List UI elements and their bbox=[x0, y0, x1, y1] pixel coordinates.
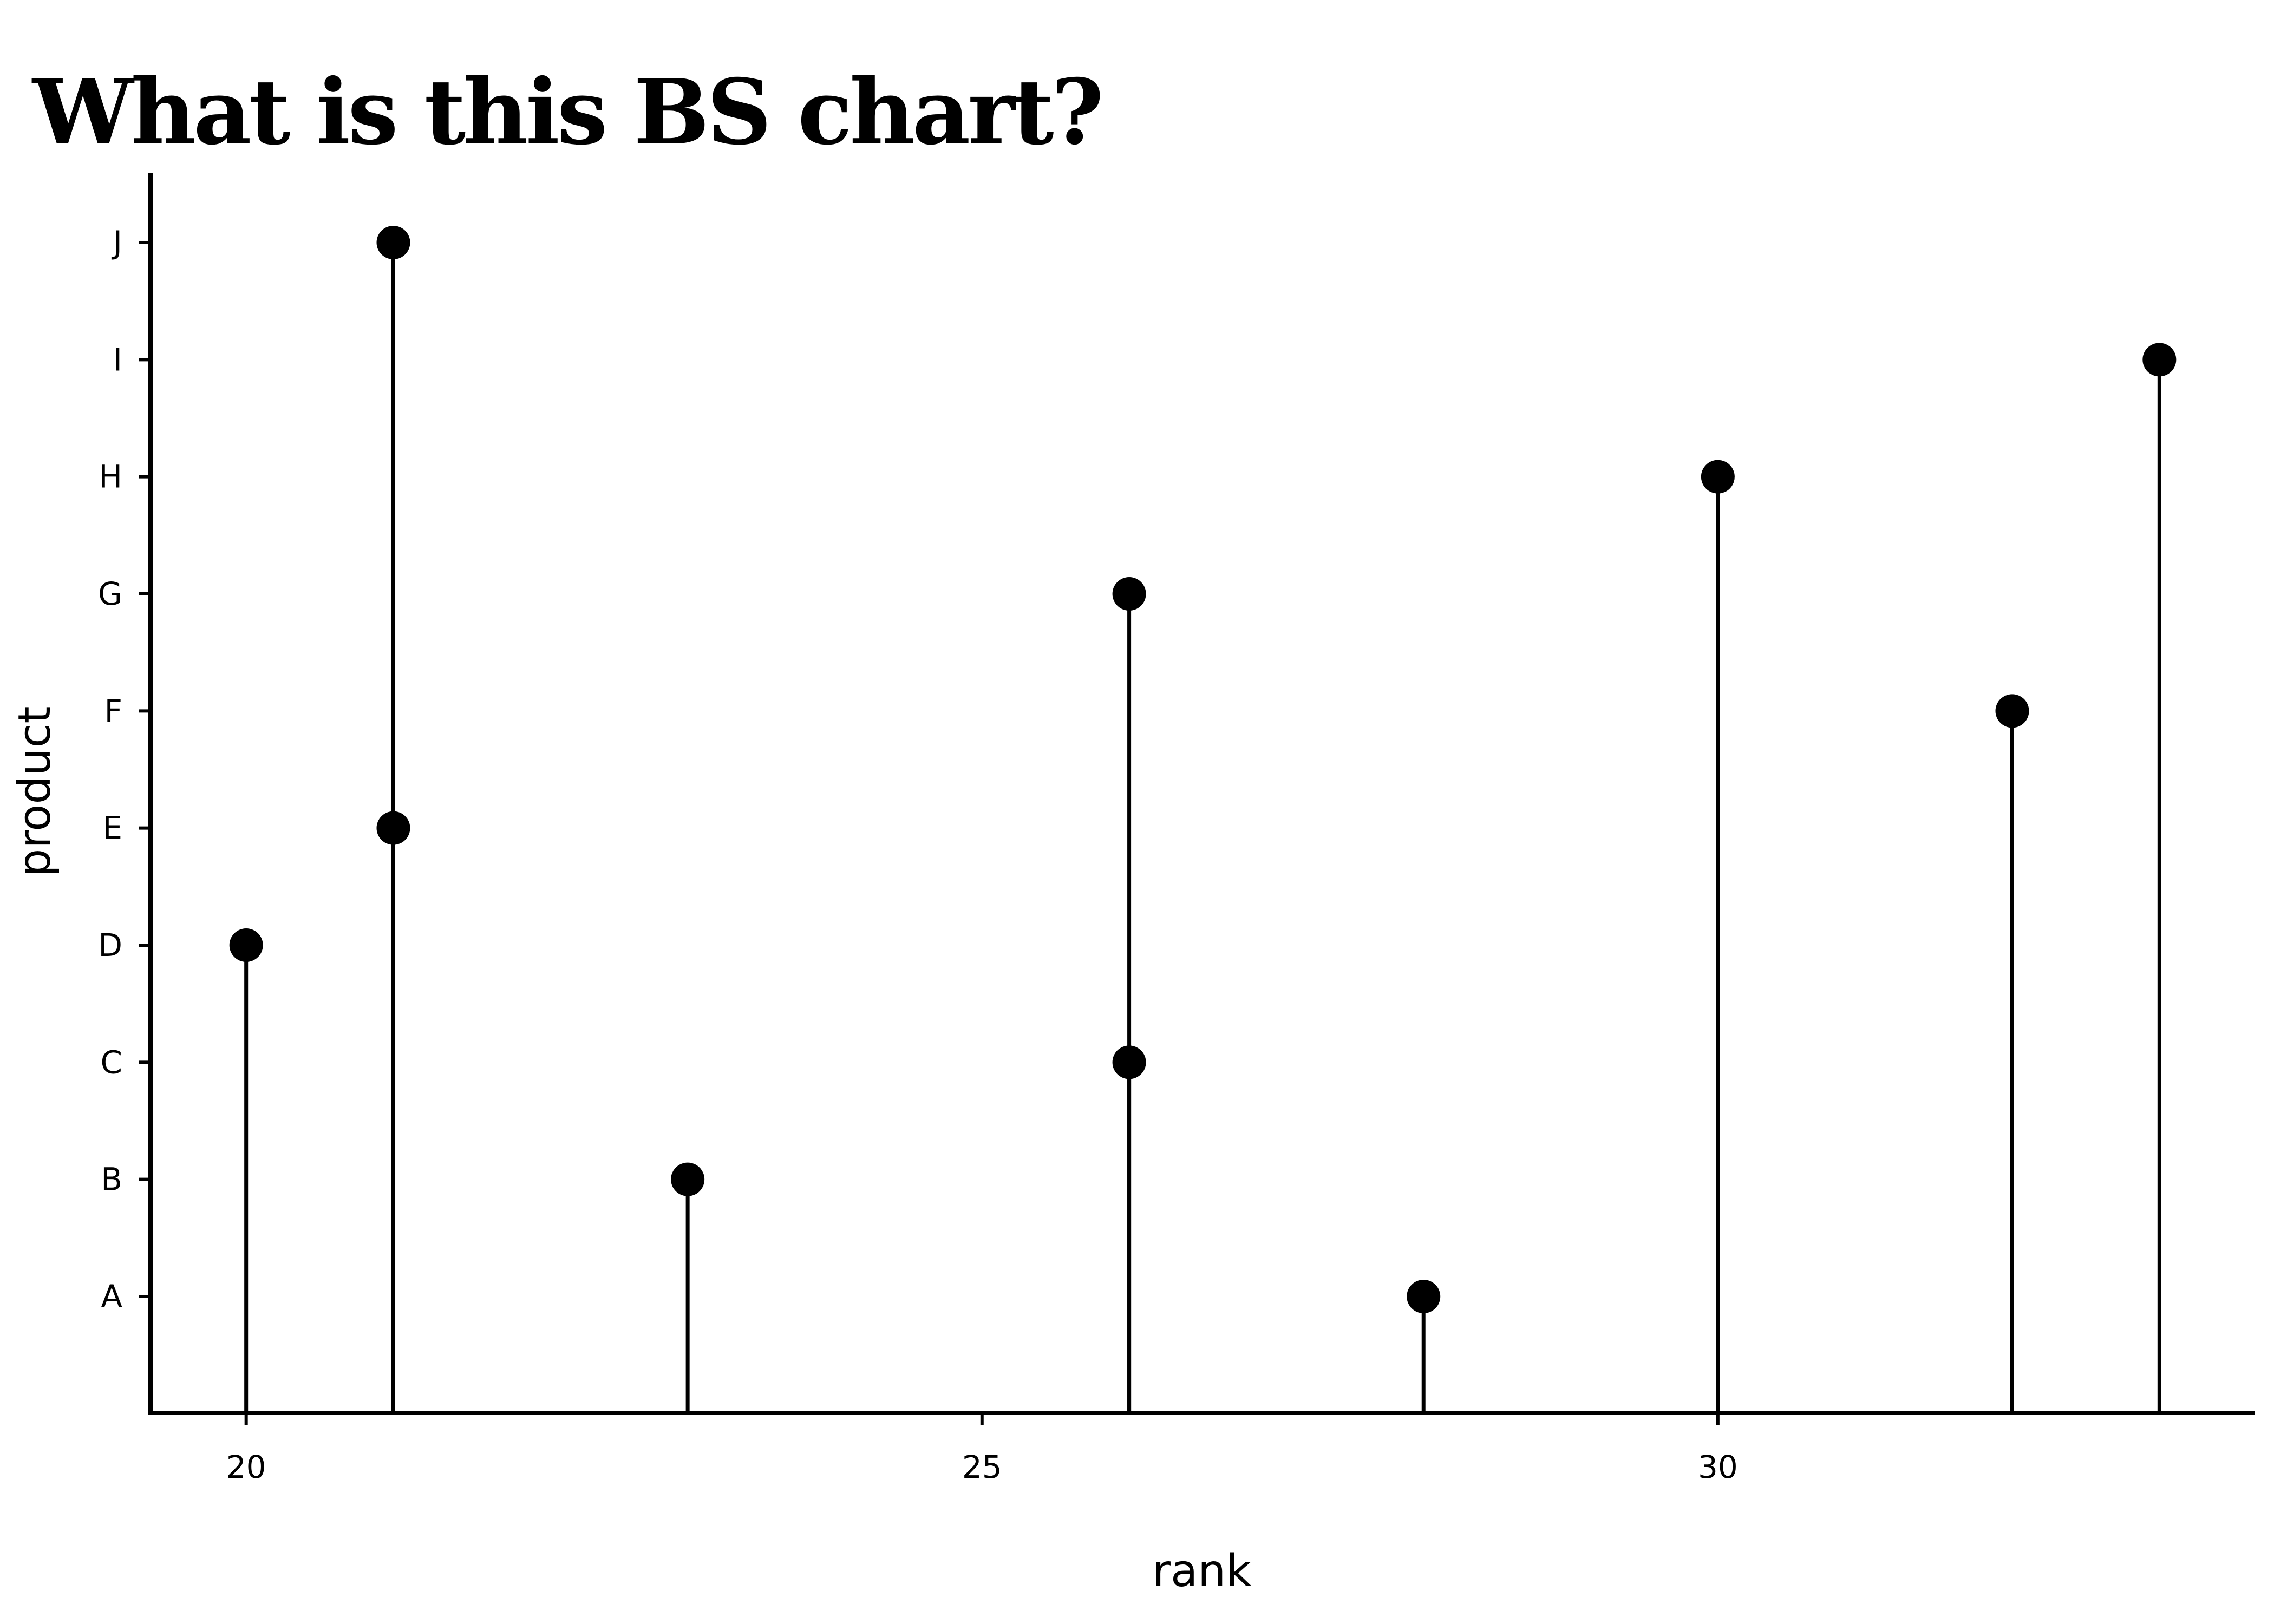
y-tick-label-g: G bbox=[98, 575, 122, 612]
x-axis-ticks: 20 25 30 bbox=[226, 1413, 1738, 1485]
y-tick-label-e: E bbox=[102, 810, 122, 847]
lollipop-point-h bbox=[1701, 460, 1735, 494]
y-tick-label-d: D bbox=[98, 927, 122, 964]
lollipop-point-e bbox=[376, 811, 410, 845]
x-tick-label-20: 20 bbox=[226, 1449, 266, 1485]
axes bbox=[148, 173, 2255, 1415]
lollipop-point-c bbox=[1112, 1045, 1146, 1079]
lollipop-point-g bbox=[1112, 577, 1146, 611]
chart-title: What is this BS chart? bbox=[31, 60, 1101, 165]
y-tick-label-h: H bbox=[99, 459, 122, 495]
y-tick-label-f: F bbox=[104, 692, 122, 729]
y-axis-ticks: A B C D E F G H I J bbox=[98, 224, 151, 1315]
lollipop-point-b bbox=[671, 1162, 705, 1196]
y-axis-title: product bbox=[9, 706, 61, 876]
lollipop-marks bbox=[229, 226, 2177, 1413]
y-tick-label-j: J bbox=[112, 224, 122, 261]
lollipop-point-d bbox=[229, 928, 263, 962]
lollipop-point-f bbox=[1995, 694, 2029, 728]
y-tick-label-i: I bbox=[113, 341, 122, 378]
lollipop-point-a bbox=[1407, 1280, 1441, 1313]
y-tick-label-c: C bbox=[101, 1044, 123, 1081]
lollipop-point-j bbox=[376, 226, 410, 259]
y-tick-label-b: B bbox=[101, 1161, 122, 1198]
x-axis-title: rank bbox=[1152, 1546, 1252, 1597]
x-tick-label-30: 30 bbox=[1698, 1449, 1738, 1485]
x-tick-label-25: 25 bbox=[962, 1449, 1002, 1485]
lollipop-point-i bbox=[2142, 343, 2177, 377]
y-tick-label-a: A bbox=[101, 1278, 122, 1315]
